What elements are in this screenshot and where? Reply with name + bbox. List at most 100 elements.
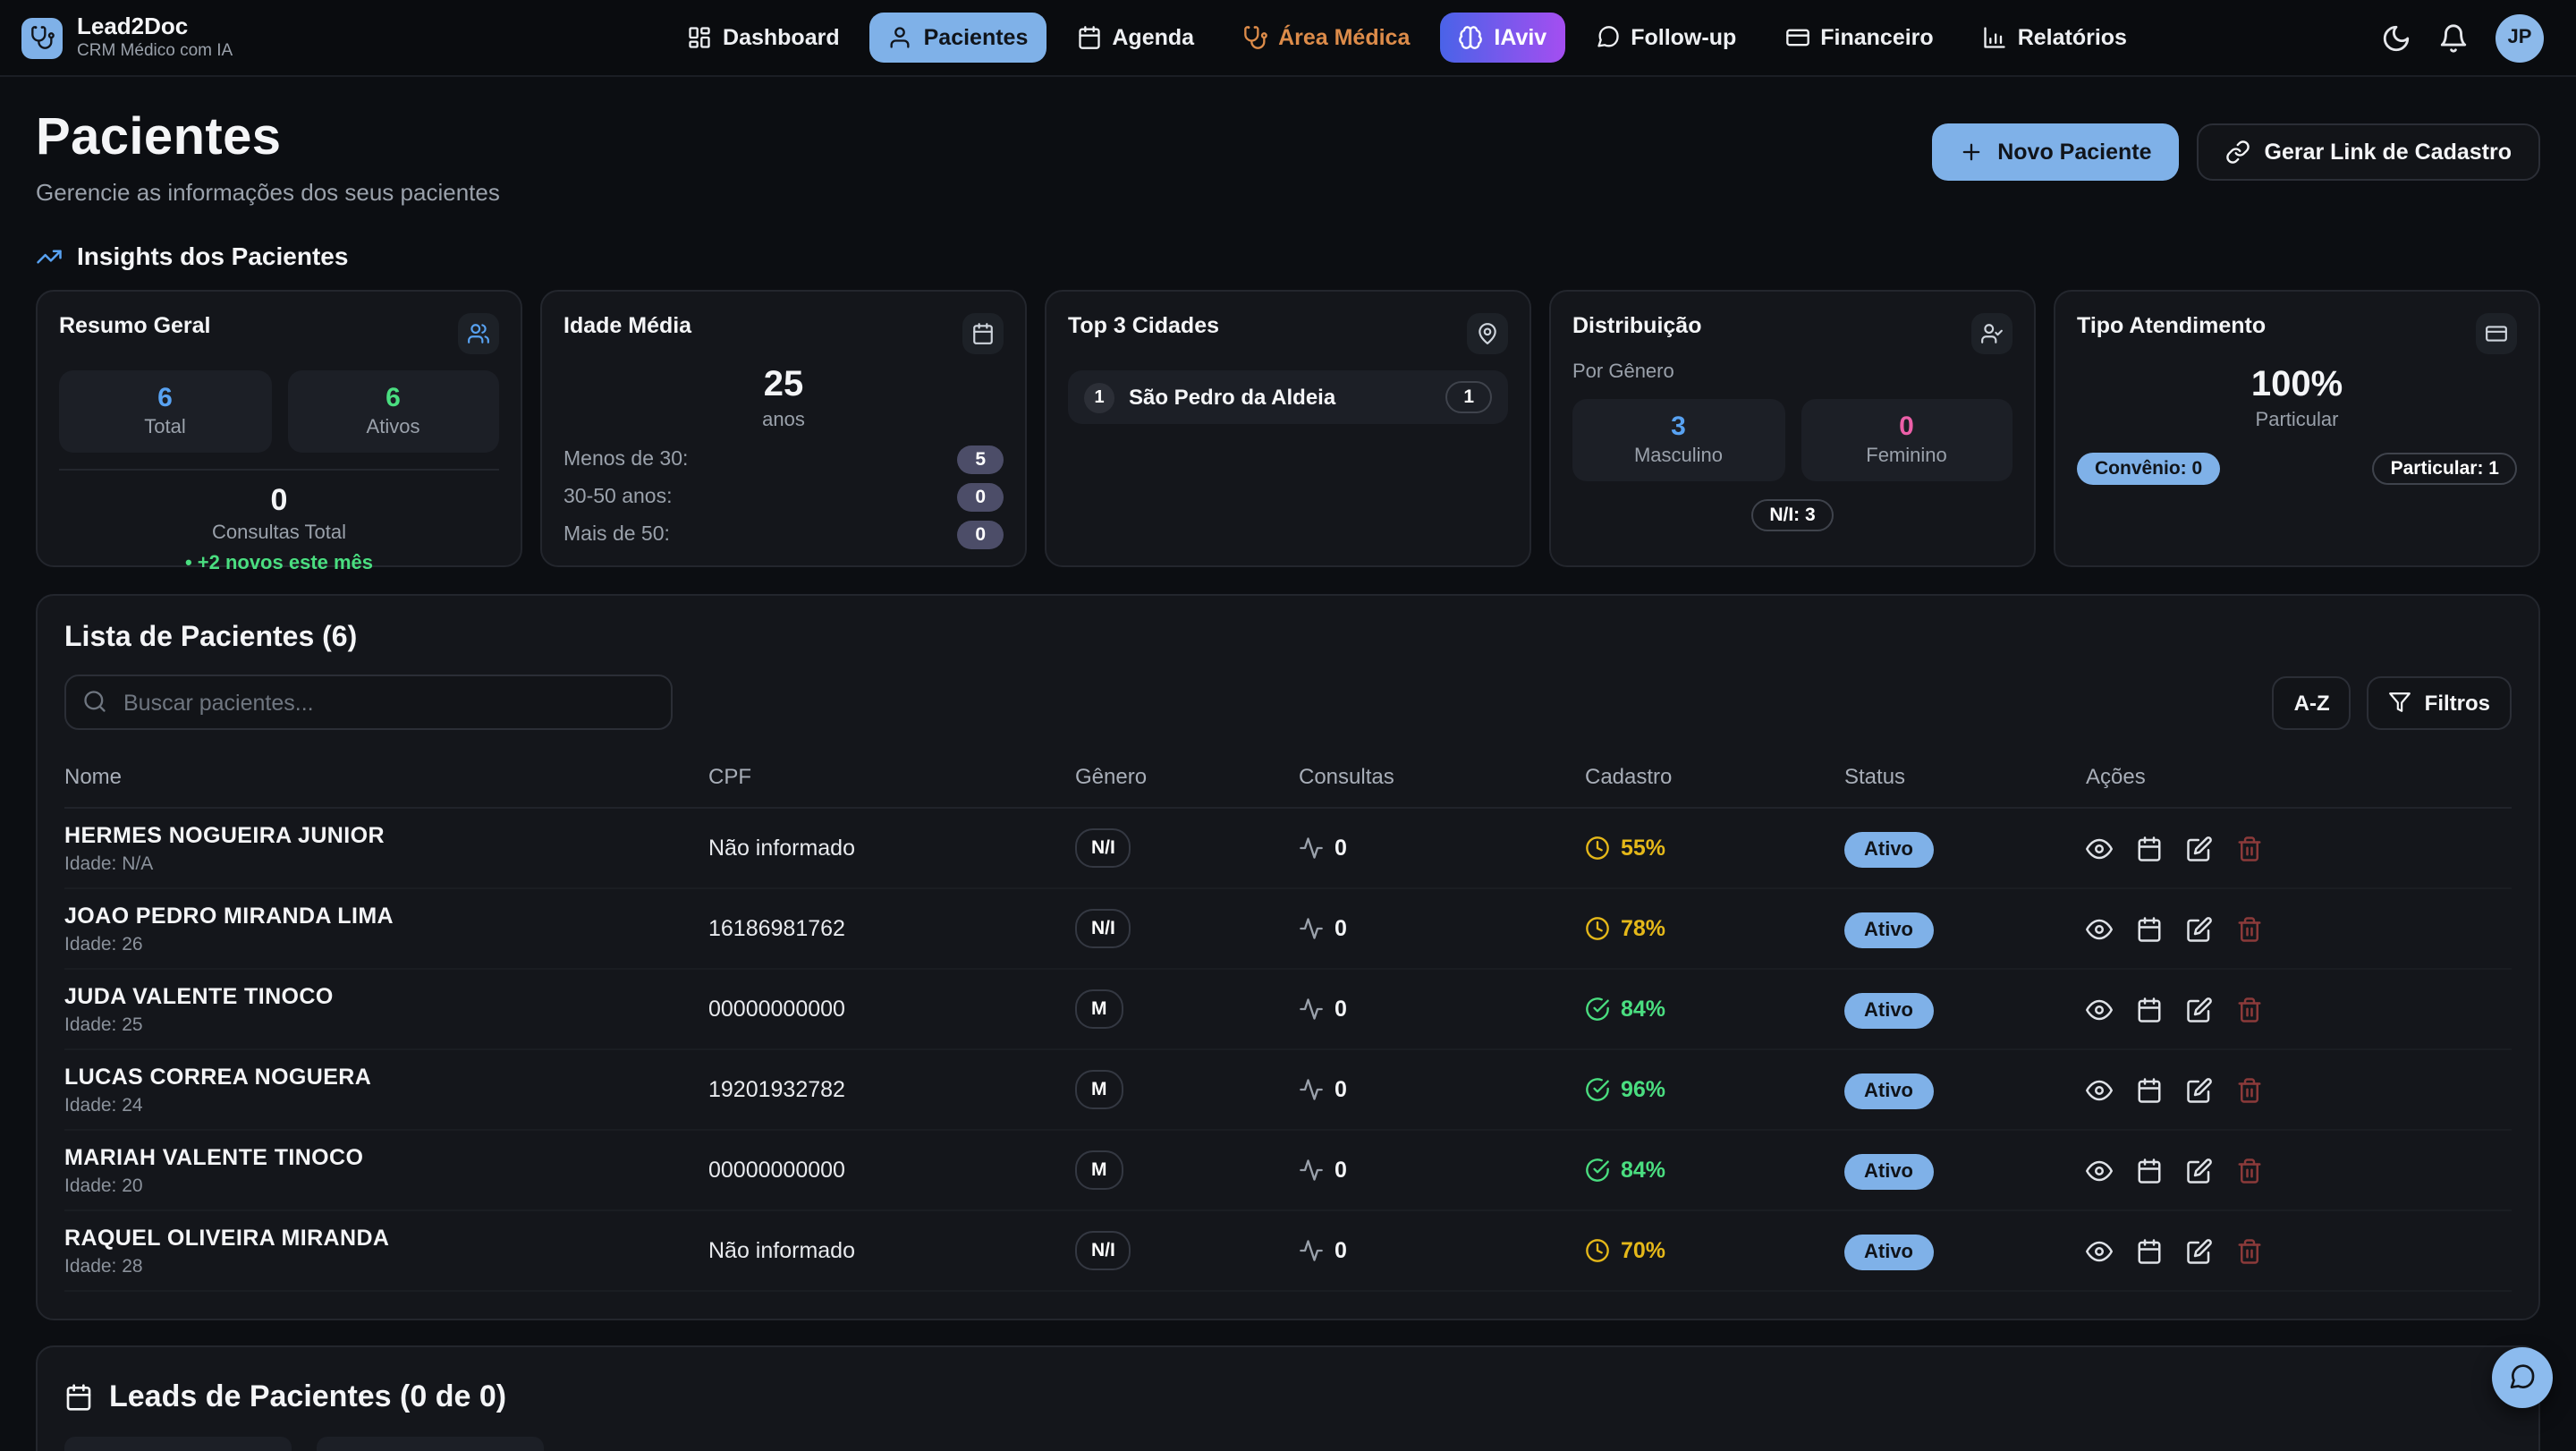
table-row[interactable]: HERMES NOGUEIRA JUNIOR Idade: N/A Não in… xyxy=(64,809,2512,889)
card-title: Top 3 Cidades xyxy=(1068,313,1220,338)
page-title: Pacientes xyxy=(36,109,282,166)
schedule-patient-button[interactable] xyxy=(2136,915,2163,942)
search-box xyxy=(64,675,673,730)
table-row[interactable]: LUCAS CORREA NOGUERA Idade: 24 192019327… xyxy=(64,1050,2512,1131)
bracket-label: Menos de 30: xyxy=(564,449,689,471)
column-header-cadastro: Cadastro xyxy=(1585,764,1673,789)
edit-icon xyxy=(2186,915,2213,942)
status-badge: Ativo xyxy=(1844,832,1933,868)
delete-patient-button[interactable] xyxy=(2236,996,2263,1022)
nav-label: Área Médica xyxy=(1278,25,1411,50)
delete-patient-button[interactable] xyxy=(2236,1237,2263,1264)
trash-icon xyxy=(2236,996,2263,1022)
city-count-badge: 1 xyxy=(1445,381,1492,413)
cadastro-cell: 84% xyxy=(1585,997,1844,1022)
trash-icon xyxy=(2236,915,2263,942)
cadastro-percent: 84% xyxy=(1621,997,1666,1022)
patient-name: LUCAS CORREA NOGUERA xyxy=(64,1064,372,1089)
nav-item-area-medica[interactable]: Área Médica xyxy=(1224,13,1428,63)
view-patient-button[interactable] xyxy=(2086,996,2113,1022)
name-cell: JUDA VALENTE TINOCO Idade: 25 xyxy=(64,983,708,1035)
topbar-right: JP xyxy=(2381,13,2555,62)
bracket-label: 30-50 anos: xyxy=(564,487,673,508)
delete-patient-button[interactable] xyxy=(2236,915,2263,942)
leads-card: Leads de Pacientes (0 de 0) xyxy=(36,1345,2540,1451)
new-patient-button[interactable]: Novo Paciente xyxy=(1931,123,2179,181)
table-row[interactable]: MARIAH VALENTE TINOCO Idade: 20 00000000… xyxy=(64,1131,2512,1211)
user-avatar[interactable]: JP xyxy=(2496,13,2544,62)
view-patient-button[interactable] xyxy=(2086,915,2113,942)
patient-cpf: Não informado xyxy=(708,836,855,861)
search-input[interactable] xyxy=(64,675,673,730)
message-circle-icon xyxy=(2508,1363,2537,1392)
view-patient-button[interactable] xyxy=(2086,1157,2113,1184)
table-row[interactable]: JOAO PEDRO MIRANDA LIMA Idade: 26 161869… xyxy=(64,889,2512,970)
leads-filter-button[interactable] xyxy=(317,1437,544,1451)
column-header-cpf: CPF xyxy=(708,764,751,789)
card-subtitle: Por Gênero xyxy=(1572,361,1674,383)
page-header: Pacientes Gerencie as informações dos se… xyxy=(36,109,2540,206)
cadastro-status-icon xyxy=(1585,1077,1610,1102)
schedule-patient-button[interactable] xyxy=(2136,835,2163,861)
page-heading-block: Pacientes Gerencie as informações dos se… xyxy=(36,109,500,206)
delete-patient-button[interactable] xyxy=(2236,1157,2263,1184)
nav-item-iaviv[interactable]: IAviv xyxy=(1440,13,1565,63)
city-name: São Pedro da Aldeia xyxy=(1129,385,1336,410)
insights-cards: Resumo Geral 6 Total 6 Ativos xyxy=(36,290,2540,574)
brain-icon xyxy=(1458,25,1483,50)
cadastro-status-icon xyxy=(1585,1238,1610,1263)
trash-icon xyxy=(2236,1157,2263,1184)
nav-item-dashboard[interactable]: Dashboard xyxy=(669,13,858,63)
schedule-patient-button[interactable] xyxy=(2136,996,2163,1022)
column-header-acoes: Ações xyxy=(2086,764,2146,789)
column-header-nome: Nome xyxy=(64,764,123,789)
filters-button[interactable]: Filtros xyxy=(2367,675,2512,729)
leads-filter-button[interactable] xyxy=(64,1437,292,1451)
schedule-patient-button[interactable] xyxy=(2136,1076,2163,1103)
credit-card-icon xyxy=(2485,322,2508,345)
cadastro-cell: 78% xyxy=(1585,916,1844,941)
nav-item-follow-up[interactable]: Follow-up xyxy=(1577,13,1754,63)
calendar-icon xyxy=(64,1383,93,1412)
edit-patient-button[interactable] xyxy=(2186,835,2213,861)
delete-patient-button[interactable] xyxy=(2236,835,2263,861)
city-row: 1 São Pedro da Aldeia 1 xyxy=(1068,370,1508,424)
table-row[interactable]: JUDA VALENTE TINOCO Idade: 25 0000000000… xyxy=(64,970,2512,1050)
view-patient-button[interactable] xyxy=(2086,1076,2113,1103)
average-age: 25 anos xyxy=(564,365,1004,431)
age-value: 25 xyxy=(763,365,804,404)
delete-patient-button[interactable] xyxy=(2236,1076,2263,1103)
nav-item-agenda[interactable]: Agenda xyxy=(1058,13,1212,63)
table-row[interactable]: RAQUEL OLIVEIRA MIRANDA Idade: 28 Não in… xyxy=(64,1211,2512,1292)
edit-patient-button[interactable] xyxy=(2186,915,2213,942)
gender-badge: N/I xyxy=(1075,1231,1131,1270)
edit-patient-button[interactable] xyxy=(2186,1076,2213,1103)
stat-value: 6 xyxy=(386,383,401,413)
edit-patient-button[interactable] xyxy=(2186,996,2213,1022)
edit-patient-button[interactable] xyxy=(2186,1237,2213,1264)
chat-fab-button[interactable] xyxy=(2492,1347,2553,1408)
sort-az-button[interactable]: A-Z xyxy=(2272,675,2351,729)
bracket-count-badge: 0 xyxy=(957,521,1004,549)
nav-label: Relatórios xyxy=(2017,25,2127,50)
theme-toggle-button[interactable] xyxy=(2381,22,2411,53)
nav-item-relatorios[interactable]: Relatórios xyxy=(1964,13,2145,63)
view-patient-button[interactable] xyxy=(2086,835,2113,861)
generate-registration-link-button[interactable]: Gerar Link de Cadastro xyxy=(2196,123,2540,181)
city-rank-badge: 1 xyxy=(1084,382,1114,412)
stat-value: 0 xyxy=(1899,412,1914,442)
notifications-button[interactable] xyxy=(2438,22,2469,53)
schedule-patient-button[interactable] xyxy=(2136,1157,2163,1184)
nav-label: IAviv xyxy=(1494,25,1547,50)
view-patient-button[interactable] xyxy=(2086,1237,2113,1264)
calendar-icon xyxy=(2136,996,2163,1022)
nav-item-pacientes[interactable]: Pacientes xyxy=(869,13,1046,63)
nav-label: Agenda xyxy=(1112,25,1195,50)
brand-name: Lead2Doc xyxy=(77,13,189,40)
consultas-count: 0 xyxy=(1335,997,1347,1022)
nav-item-financeiro[interactable]: Financeiro xyxy=(1767,13,1951,63)
eye-icon xyxy=(2086,1076,2113,1103)
edit-patient-button[interactable] xyxy=(2186,1157,2213,1184)
schedule-patient-button[interactable] xyxy=(2136,1237,2163,1264)
stat-total: 6 Total xyxy=(59,370,271,453)
